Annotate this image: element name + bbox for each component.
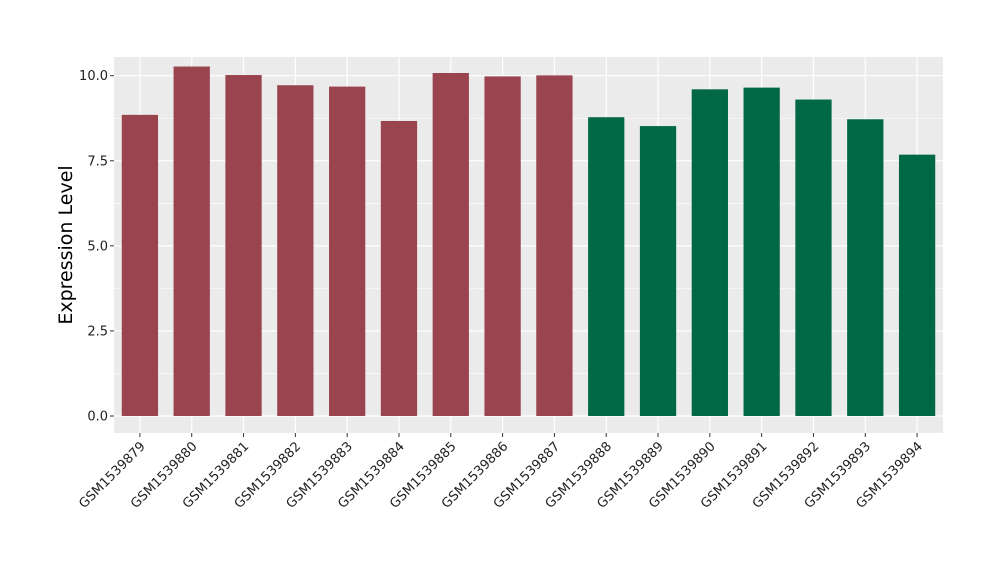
bar-GSM1539894 bbox=[898, 154, 936, 416]
bar-GSM1539880 bbox=[173, 66, 210, 416]
bar-GSM1539885 bbox=[432, 72, 469, 416]
bar-GSM1539888 bbox=[588, 117, 625, 416]
bar-GSM1539881 bbox=[225, 75, 262, 416]
y-tick-label: 0.0 bbox=[87, 409, 108, 424]
bar-GSM1539884 bbox=[380, 120, 418, 416]
bar-GSM1539890 bbox=[691, 89, 728, 416]
x-axis: GSM1539879GSM1539880GSM1539881GSM1539882… bbox=[76, 433, 926, 512]
y-tick-label: 10.0 bbox=[79, 69, 108, 84]
bar-GSM1539887 bbox=[536, 75, 573, 416]
bar-GSM1539886 bbox=[484, 76, 521, 416]
y-axis: 0.0 2.5 5.0 7.5 10.0 bbox=[79, 69, 114, 424]
bar-GSM1539889 bbox=[639, 126, 677, 416]
bar-GSM1539879 bbox=[121, 114, 159, 416]
bar-GSM1539893 bbox=[847, 119, 884, 416]
bar-GSM1539882 bbox=[277, 85, 314, 416]
y-axis-title: Expression Level bbox=[55, 165, 77, 324]
bar-GSM1539883 bbox=[329, 86, 366, 416]
bar-GSM1539891 bbox=[743, 87, 780, 416]
bars bbox=[121, 66, 936, 416]
y-tick-label: 5.0 bbox=[87, 239, 108, 254]
y-tick-label: 7.5 bbox=[87, 154, 108, 169]
bar-GSM1539892 bbox=[795, 99, 832, 416]
y-tick-label: 2.5 bbox=[87, 324, 108, 339]
